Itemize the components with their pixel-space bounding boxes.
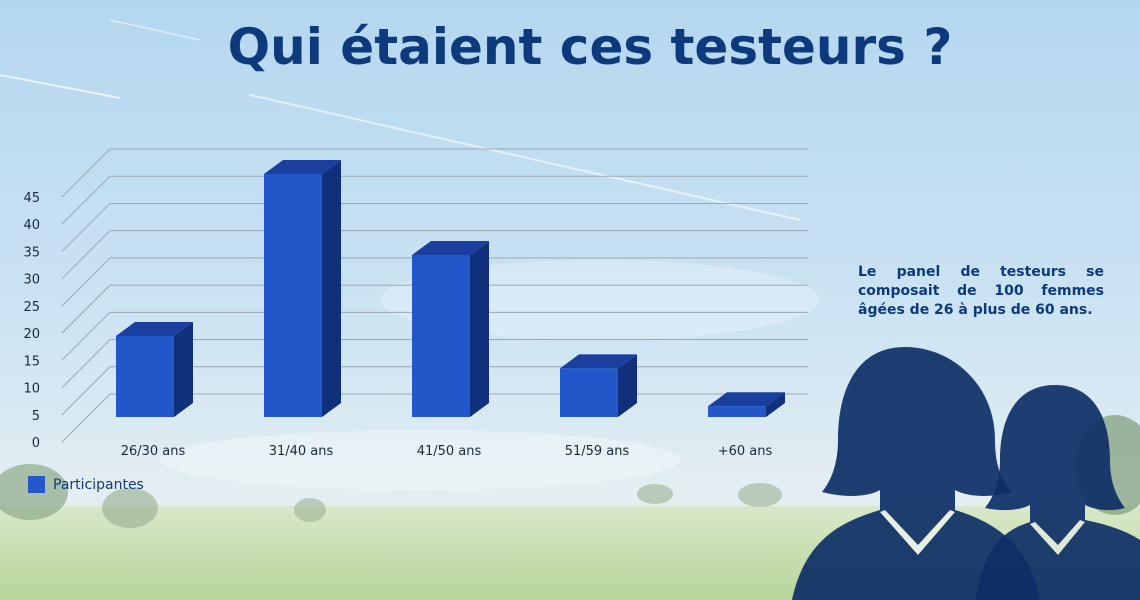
bar-side	[322, 160, 341, 417]
bar-top	[708, 392, 785, 407]
gridline-diagonal	[61, 339, 111, 388]
page-title: Qui étaient ces testeurs ?	[227, 18, 953, 76]
bar	[708, 406, 766, 417]
y-tick-label: 40	[23, 218, 40, 233]
y-tick-label: 20	[23, 327, 40, 342]
y-tick-label: 15	[23, 354, 40, 369]
x-tick-label: +60 ans	[718, 444, 773, 459]
bar-top	[264, 160, 341, 174]
bar	[560, 368, 618, 417]
gridline-diagonal	[61, 148, 111, 198]
chart-bars	[116, 160, 785, 417]
bar-top	[116, 322, 193, 336]
bar-side	[470, 241, 489, 417]
y-tick-label: 0	[32, 436, 40, 451]
bar	[264, 174, 322, 417]
x-axis-labels: 26/30 ans 31/40 ans 41/50 ans 51/59 ans +60 …	[121, 444, 773, 459]
gridline-diagonal	[61, 366, 111, 416]
gridline-diagonal	[61, 284, 111, 334]
y-tick-label: 10	[23, 382, 40, 397]
y-axis-ticks: 0 5 10 15 20 25 30 35 40 45	[23, 191, 40, 451]
x-tick-label: 26/30 ans	[121, 444, 186, 459]
gridline-diagonal	[61, 257, 111, 307]
bar-top	[560, 354, 637, 369]
x-tick-label: 51/59 ans	[565, 444, 630, 459]
chart-legend: Participantes	[28, 476, 144, 493]
gridline-diagonal	[61, 175, 111, 225]
x-tick-label: 41/50 ans	[417, 444, 482, 459]
panel-description: Le panel de testeurs se composait de 100…	[858, 264, 1104, 318]
bar	[412, 255, 470, 417]
bar-side	[174, 322, 193, 417]
y-tick-label: 45	[23, 191, 40, 206]
gridline-diagonal	[61, 311, 111, 361]
gridline-diagonal	[61, 203, 111, 252]
y-tick-label: 5	[32, 409, 40, 424]
bar-side	[618, 354, 637, 417]
gridline-diagonal	[61, 393, 111, 443]
gridline-diagonal	[61, 230, 111, 280]
bar-side	[766, 392, 785, 417]
y-tick-label: 30	[23, 273, 40, 288]
x-tick-label: 31/40 ans	[269, 444, 334, 459]
y-tick-label: 35	[23, 245, 40, 260]
y-tick-label: 25	[23, 300, 40, 315]
bar	[116, 336, 174, 417]
legend-label: Participantes	[53, 476, 144, 493]
legend-swatch	[28, 476, 45, 493]
bar-top	[412, 241, 489, 255]
